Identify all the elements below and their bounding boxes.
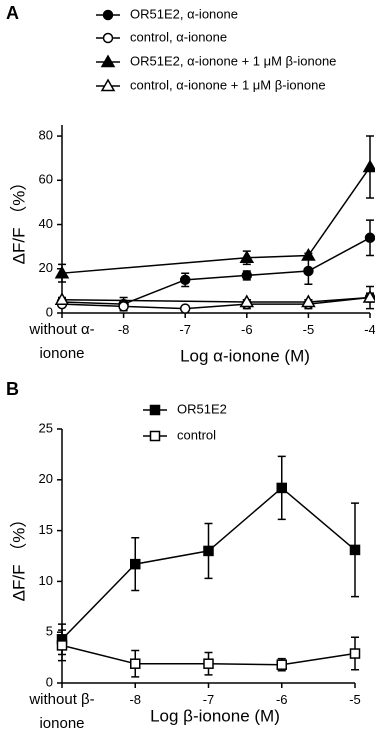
y-tick-label: 40	[39, 216, 53, 231]
marker	[239, 250, 255, 263]
marker	[301, 294, 316, 308]
x-tick-label: -5	[349, 692, 361, 707]
marker	[349, 648, 361, 659]
y-tick-label: 15	[39, 522, 53, 537]
legend-label: control, α-ionone	[130, 29, 227, 44]
legend-label: OR51E2, α-ionone	[130, 6, 238, 21]
marker	[239, 294, 255, 308]
series-line	[61, 296, 371, 303]
panel-b: B 0 5 10 15 20 25 ΔF/F （%） Log β-ionone (M) OR51E…	[0, 376, 375, 752]
x-tick-label: -7	[202, 692, 215, 707]
legend-label: OR51E2	[177, 401, 227, 416]
marker	[301, 247, 316, 261]
chart: B 0 5 10 15 20 25 ΔF/F （%） Log β-ionone (M) OR51E…	[6, 379, 361, 725]
x-tick-label: without β-ionone	[29, 691, 95, 732]
marker	[362, 159, 375, 173]
legend-marker	[149, 430, 161, 442]
legend-marker	[149, 404, 161, 416]
marker	[179, 303, 191, 314]
y-tick-label: 0	[46, 674, 53, 689]
legend-label: OR51E2, α-ionone + 1 μM β-ionone	[130, 53, 336, 68]
panel-a: A 0 20 40 60 80 ΔF/F （%） Log α-ionone (M) OR51E2…	[6, 3, 375, 365]
marker	[349, 544, 361, 556]
x-tick-label: -7	[179, 322, 191, 337]
series-line	[61, 296, 371, 310]
legend-marker	[100, 78, 116, 92]
marker	[276, 482, 287, 494]
marker	[118, 301, 129, 312]
marker	[179, 274, 191, 286]
marker	[241, 270, 253, 281]
marker	[362, 290, 375, 303]
legend-label: control	[177, 427, 216, 442]
marker	[130, 558, 141, 570]
series-line	[61, 166, 371, 274]
y-tick-label: 0	[46, 304, 53, 319]
y-tick-label: 20	[39, 260, 53, 275]
marker	[364, 232, 375, 244]
y-tick-label: 20	[39, 471, 53, 486]
x-tick-label: -8	[117, 322, 130, 337]
x-tick-label: -5	[302, 322, 315, 337]
marker	[54, 265, 70, 279]
legend-marker	[100, 54, 116, 68]
x-tick-label: -6	[275, 692, 288, 707]
legend-label: control, α-ionone + 1 μM β-ionone	[130, 77, 326, 92]
y-tick-label: 10	[39, 573, 53, 588]
marker	[130, 658, 141, 669]
marker	[203, 545, 214, 557]
marker	[303, 265, 314, 277]
x-tick-label: without α-ionone	[29, 321, 95, 362]
y-axis-label: ΔF/F （%）	[9, 511, 28, 602]
legend-marker	[102, 9, 114, 21]
marker	[276, 659, 287, 670]
x-tick-label: -4	[364, 322, 375, 337]
y-tick-label: 80	[39, 127, 53, 142]
y-axis-label: ΔF/F （%）	[9, 174, 28, 265]
series-line	[61, 237, 371, 305]
marker	[203, 658, 214, 669]
marker	[56, 640, 68, 651]
x-tick-label: -6	[241, 322, 253, 337]
y-tick-label: 25	[39, 420, 53, 435]
chart: A 0 20 40 60 80 ΔF/F （%） Log α-ionone (M) OR51E2…	[6, 3, 375, 365]
legend-marker	[102, 32, 114, 44]
panel-label: A	[6, 3, 19, 23]
x-tick-label: -8	[129, 692, 142, 707]
x-axis-label: Log α-ionone (M)	[180, 346, 310, 365]
x-axis-label: Log β-ionone (M)	[150, 706, 280, 725]
y-tick-label: 5	[46, 624, 53, 639]
marker	[54, 292, 70, 305]
y-tick-label: 60	[39, 172, 53, 187]
panel-label: B	[6, 379, 19, 399]
